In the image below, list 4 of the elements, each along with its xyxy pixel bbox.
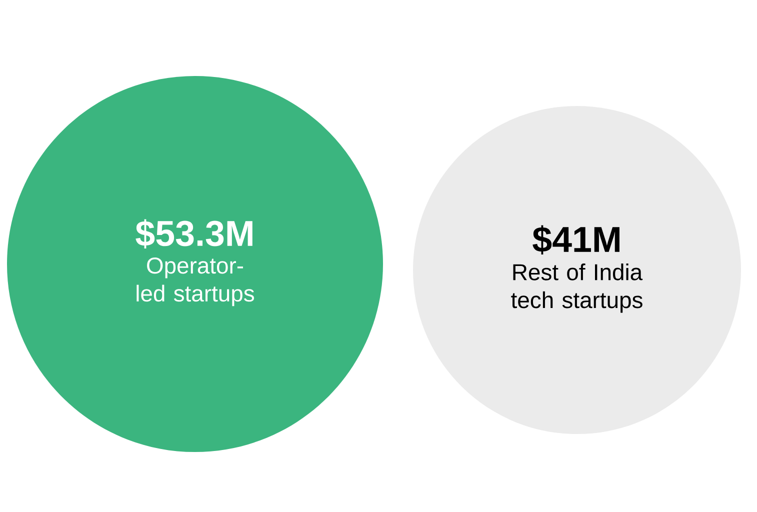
data-label: $53.3M <box>136 219 252 248</box>
data-label: $41M <box>532 225 620 254</box>
category-label: Operator-led startups <box>136 258 254 306</box>
category-label: Rest of India tech startups <box>511 264 643 313</box>
